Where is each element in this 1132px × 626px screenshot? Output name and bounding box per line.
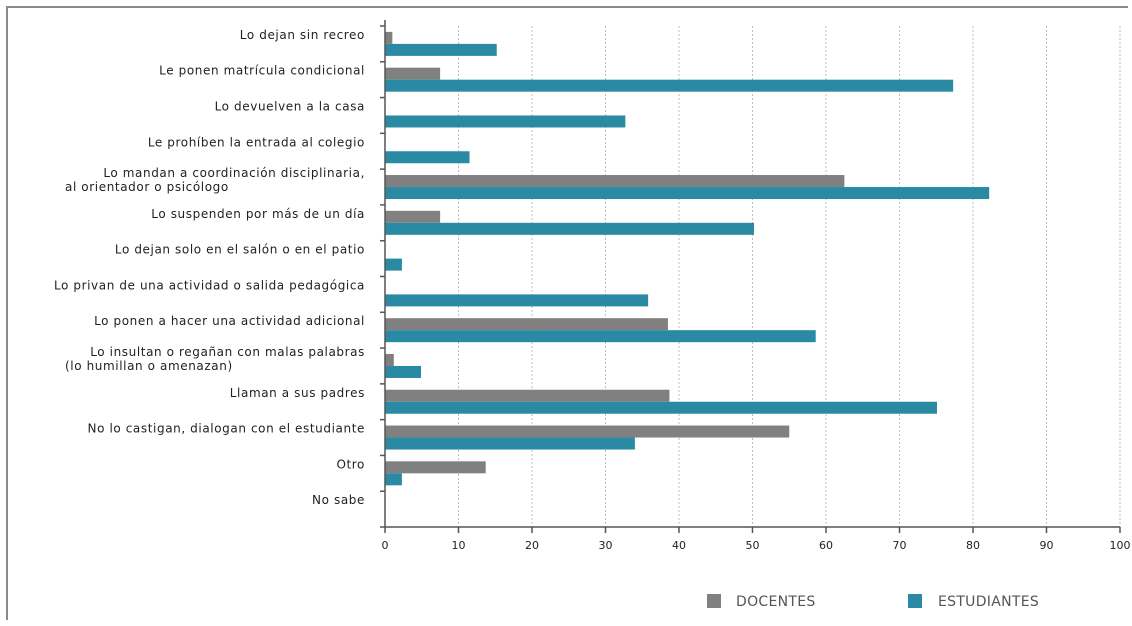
category-label: No lo castigan, dialogan con el estudian… [88, 422, 365, 436]
x-tick-label: 50 [746, 539, 760, 552]
bar-docentes [385, 31, 393, 44]
legend-label-docentes: DOCENTES [736, 594, 816, 610]
bar-docentes [385, 461, 486, 474]
bar-estudiantes [385, 401, 937, 414]
x-tick-label: 0 [382, 539, 389, 552]
bar-estudiantes [385, 294, 649, 307]
category-label: Otro [336, 457, 365, 471]
bar-estudiantes [385, 43, 497, 56]
legend-label-estudiantes: ESTUDIANTES [938, 594, 1039, 610]
bar-estudiantes [385, 365, 422, 378]
category-label: (lo humillan o amenazan) [65, 359, 233, 373]
x-tick-label: 90 [1040, 539, 1054, 552]
bar-estudiantes [385, 115, 626, 128]
category-label: Lo suspenden por más de un día [151, 207, 365, 221]
bar-estudiantes [385, 330, 816, 343]
legend-swatch-docentes [707, 594, 721, 608]
bar-docentes [385, 67, 441, 80]
bar-estudiantes [385, 222, 754, 235]
bar-docentes [385, 425, 790, 438]
legend-swatch-estudiantes [908, 594, 922, 608]
category-labels: Lo dejan sin recreo Le ponen matrícula co… [54, 28, 365, 507]
x-tick-label: 60 [819, 539, 833, 552]
category-label: Lo dejan sin recreo [240, 28, 365, 42]
bar-docentes [385, 175, 845, 188]
category-label: Lo ponen a hacer una actividad adicional [94, 314, 365, 328]
bar-estudiantes [385, 258, 402, 271]
bar-estudiantes [385, 151, 470, 164]
x-tick-labels: 0 10 20 30 40 50 60 70 80 90 100 [382, 539, 1131, 552]
x-tick-label: 70 [893, 539, 907, 552]
x-tick-label: 20 [525, 539, 539, 552]
x-tick-label: 100 [1110, 539, 1131, 552]
x-tick-label: 10 [452, 539, 466, 552]
category-label: Le ponen matrícula condicional [159, 64, 365, 78]
bar-docentes [385, 318, 668, 331]
bars [385, 31, 990, 486]
bar-estudiantes [385, 79, 954, 92]
category-label: Lo insultan o regañan con malas palabras [90, 345, 365, 359]
x-tick-label: 30 [599, 539, 613, 552]
bar-estudiantes [385, 437, 635, 450]
category-label: No sabe [312, 493, 365, 507]
axes [380, 20, 1121, 533]
bar-estudiantes [385, 473, 402, 486]
category-label: Le prohíben la entrada al colegio [148, 135, 365, 149]
x-tick-label: 40 [672, 539, 686, 552]
bar-docentes [385, 210, 441, 223]
legend: DOCENTES ESTUDIANTES [707, 594, 1039, 610]
x-tick-label: 80 [966, 539, 980, 552]
category-label: Lo devuelven a la casa [215, 99, 365, 113]
category-label: Llaman a sus padres [230, 386, 365, 400]
bar-docentes [385, 389, 670, 402]
chart-frame [6, 6, 1128, 620]
grid-lines [458, 26, 1121, 527]
category-label: Lo mandan a coordinación disciplinaria, [103, 166, 365, 180]
bar-docentes [385, 353, 394, 366]
bar-estudiantes [385, 187, 990, 200]
category-label: Lo privan de una actividad o salida peda… [54, 278, 365, 292]
category-label: Lo dejan solo en el salón o en el patio [115, 243, 365, 257]
category-label: al orientador o psicólogo [65, 180, 229, 194]
